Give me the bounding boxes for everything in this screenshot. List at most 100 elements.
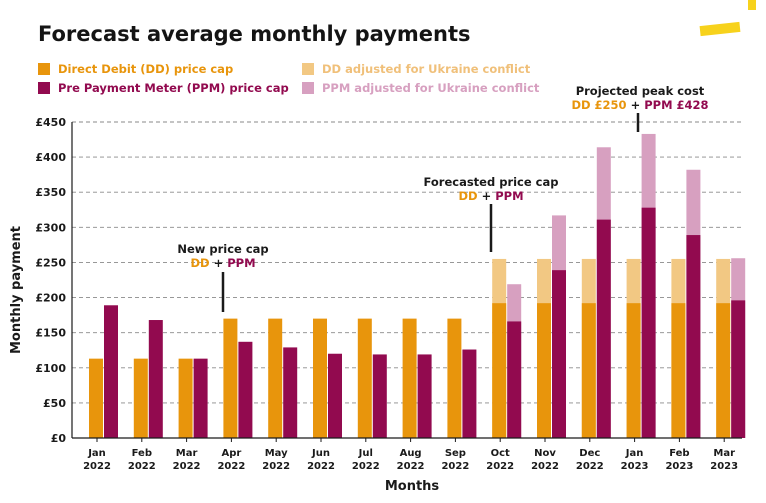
annotation-dd: DD (458, 189, 477, 203)
x-tick-label-month: Mar (176, 448, 198, 459)
bar-dd (402, 318, 417, 438)
x-tick-label-year: 2022 (307, 461, 335, 472)
x-tick-label-month: Dec (579, 448, 600, 459)
bar-dd (313, 318, 327, 438)
bar-ppm (507, 321, 522, 438)
y-tick-label: £100 (35, 362, 66, 375)
y-tick-label: £450 (35, 116, 66, 129)
x-tick-label-month: Jul (358, 448, 373, 459)
x-tick-label-year: 2022 (352, 461, 380, 472)
y-tick-label: £200 (35, 292, 66, 305)
legend-dd-swatch (38, 63, 50, 75)
y-tick-label: £250 (35, 256, 66, 269)
x-tick-label-month: Nov (534, 448, 556, 459)
bar-ppm (328, 353, 342, 438)
bar-ppm (552, 270, 566, 438)
bar-dd (447, 318, 462, 438)
bar-dd (357, 318, 372, 438)
legend-ppm-swatch (38, 82, 50, 94)
x-tick-label-month: Feb (669, 448, 689, 459)
bar-ppm (462, 349, 477, 438)
x-tick-label-month: Aug (400, 448, 422, 459)
x-tick-label-year: 2022 (217, 461, 245, 472)
bar-ppm (283, 347, 298, 438)
annotation-dd-ppm-label: DD + PPM (190, 256, 255, 270)
x-tick-label-year: 2022 (531, 461, 559, 472)
annotation-dd: DD (190, 256, 209, 270)
x-tick-label-month: Mar (713, 448, 735, 459)
annotation-ppm: PPM (495, 189, 523, 203)
bar-dd (492, 303, 507, 438)
decoration-stripe-2 (748, 0, 756, 10)
x-tick-label-year: 2022 (486, 461, 514, 472)
x-tick-label-month: Feb (132, 448, 152, 459)
bar-dd (626, 303, 641, 438)
bar-dd (537, 303, 551, 438)
x-tick-label-year: 2022 (83, 461, 111, 472)
x-tick-label-month: Jun (311, 448, 330, 459)
annotation-title: New price cap (177, 242, 268, 256)
x-tick-label-month: Oct (491, 448, 510, 459)
legend-ppm-adjusted-label: PPM adjusted for Ukraine conflict (322, 81, 540, 95)
annotation-ppm: PPM (227, 256, 255, 270)
annotation-plus: + (210, 256, 228, 270)
legend-dd: Direct Debit (DD) price cap (38, 62, 233, 76)
bar-dd (133, 358, 148, 438)
legend-ppm-adjusted-swatch (302, 82, 314, 94)
chart-title: Forecast average monthly payments (38, 22, 471, 46)
bar-dd (89, 358, 103, 438)
bar-dd (581, 303, 596, 438)
y-tick-label: £50 (43, 397, 66, 410)
bar-ppm (731, 300, 746, 438)
x-tick-label-year: 2023 (710, 461, 738, 472)
bar-ppm (686, 235, 701, 438)
bar-ppm (641, 207, 656, 438)
x-tick-label-month: Sep (445, 448, 466, 459)
x-tick-label-month: Apr (221, 448, 241, 459)
legend-dd-adjusted-swatch (302, 63, 314, 75)
y-axis-title: Monthly payment (9, 226, 24, 354)
y-tick-label: £0 (51, 432, 67, 445)
annotation-plus: + (478, 189, 496, 203)
x-tick-label-month: Jan (625, 448, 644, 459)
annotation-title: Projected peak cost (576, 84, 705, 98)
y-tick-label: £400 (35, 151, 66, 164)
legend-ppm-label: Pre Payment Meter (PPM) price cap (58, 81, 289, 95)
x-tick-label-year: 2022 (576, 461, 604, 472)
annotation-dd-ppm-label: DD + PPM (458, 189, 523, 203)
y-tick-label: £350 (35, 186, 66, 199)
y-tick-label: £300 (35, 221, 66, 234)
x-tick-label-year: 2022 (173, 461, 201, 472)
bar-ppm (372, 354, 387, 438)
bar-ppm (104, 305, 118, 438)
bar-dd (268, 318, 283, 438)
legend-ppm: Pre Payment Meter (PPM) price cap (38, 81, 289, 95)
bar-dd (716, 303, 731, 438)
x-tick-label-year: 2022 (128, 461, 156, 472)
bar-ppm (148, 320, 163, 438)
annotation-title: Forecasted price cap (424, 175, 559, 189)
bar-ppm (417, 354, 432, 438)
legend-dd-adjusted-label: DD adjusted for Ukraine conflict (322, 62, 531, 76)
x-tick-label-year: 2023 (621, 461, 649, 472)
x-tick-label-year: 2022 (441, 461, 469, 472)
x-tick-label-month: Jan (87, 448, 106, 459)
legend-dd-adjusted: DD adjusted for Ukraine conflict (302, 62, 530, 76)
bar-ppm (238, 341, 253, 438)
x-tick-label-year: 2022 (397, 461, 425, 472)
legend-dd-label: Direct Debit (DD) price cap (58, 62, 234, 76)
legend-ppm-adjusted: PPM adjusted for Ukraine conflict (302, 81, 539, 95)
x-tick-label-month: May (265, 448, 288, 459)
bar-ppm (193, 358, 208, 438)
annotation-dd-ppm-label: DD £250 + PPM £428 (571, 98, 708, 112)
bar-dd (223, 318, 238, 438)
bar-dd (178, 358, 193, 438)
annotation-dd: DD £250 (571, 98, 626, 112)
x-tick-label-year: 2023 (665, 461, 693, 472)
bar-dd (671, 303, 686, 438)
annotation-ppm: PPM £428 (644, 98, 708, 112)
x-tick-label-year: 2022 (262, 461, 290, 472)
x-axis-title: Months (385, 479, 440, 494)
bar-ppm (596, 219, 611, 438)
